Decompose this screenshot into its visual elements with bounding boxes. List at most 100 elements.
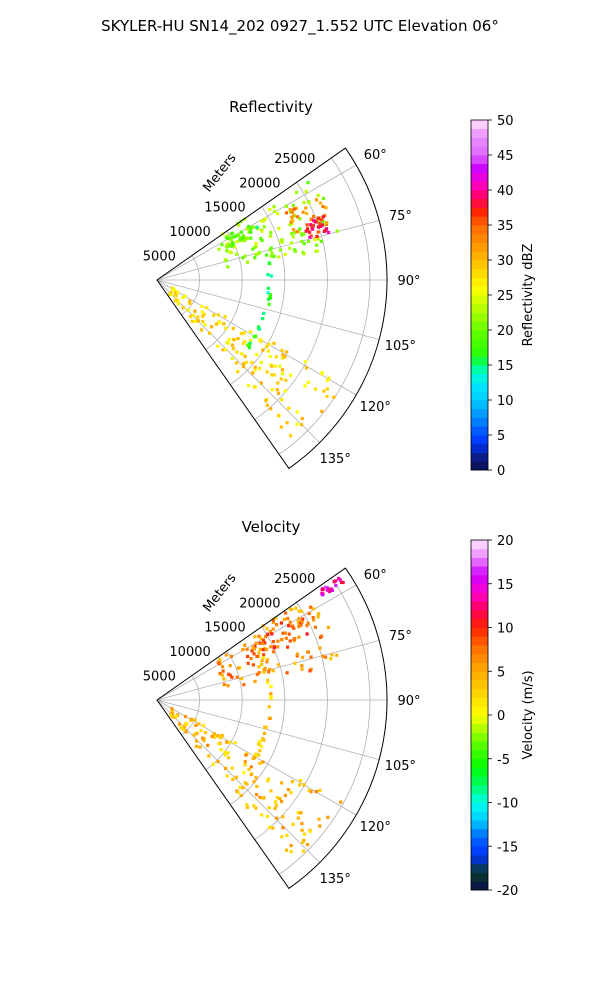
echo-cell xyxy=(217,742,221,746)
echo-cell xyxy=(238,785,242,789)
echo-cell xyxy=(290,607,294,611)
echo-cell xyxy=(300,232,304,236)
colorbar-bin xyxy=(471,242,488,252)
echo-cell xyxy=(173,293,177,297)
echo-cell xyxy=(226,341,230,345)
echo-cell xyxy=(299,623,303,627)
echo-cell xyxy=(306,380,310,384)
echo-cell xyxy=(224,766,228,770)
colorbar-bin xyxy=(471,618,488,628)
echo-cell xyxy=(326,586,330,590)
echo-cell xyxy=(289,791,293,795)
echo-cell xyxy=(265,681,270,685)
echo-cell xyxy=(259,237,263,241)
echo-cell xyxy=(311,223,315,228)
echo-cell xyxy=(216,760,220,764)
echo-cell xyxy=(297,230,301,234)
colorbar-tick-label: 0 xyxy=(497,464,505,479)
echo-cell xyxy=(202,312,206,316)
echo-cell xyxy=(278,248,283,252)
echo-cell xyxy=(312,618,316,622)
echo-cell xyxy=(226,242,230,246)
echo-cell xyxy=(253,635,257,639)
echo-cell xyxy=(281,356,285,360)
echo-cell xyxy=(260,813,264,817)
echo-cell xyxy=(250,649,254,653)
radial-tick-label: 25000 xyxy=(274,572,315,587)
echo-cell xyxy=(266,632,270,636)
echo-cell xyxy=(294,606,298,610)
echo-cell xyxy=(246,344,250,348)
azimuth-tick-label: 135° xyxy=(320,452,351,467)
colorbar-bin xyxy=(471,172,488,182)
echo-cell xyxy=(269,246,273,250)
colorbar-bin xyxy=(471,872,488,882)
azimuth-tick-label: 90° xyxy=(397,274,420,289)
echo-cell xyxy=(262,219,266,223)
echo-cell xyxy=(321,215,325,219)
echo-cell xyxy=(241,239,245,243)
echo-cell xyxy=(242,683,246,687)
echo-cell xyxy=(281,353,285,357)
echo-cell xyxy=(322,389,326,393)
echo-cell xyxy=(259,339,263,344)
velocity-colorbar: -20 -15 -10 -5 0 5 10 15 20 Velocity (m/s) xyxy=(470,534,536,899)
echo-cell xyxy=(218,321,222,325)
echo-cell xyxy=(254,776,258,780)
echo-cell xyxy=(261,641,265,646)
colorbar-bin xyxy=(471,137,488,147)
echo-cell xyxy=(272,209,277,214)
echo-cell xyxy=(280,638,284,642)
echo-cell xyxy=(249,656,253,661)
echo-cell xyxy=(240,677,244,681)
echo-cell xyxy=(223,753,227,757)
echo-cell xyxy=(273,800,278,804)
echo-cell xyxy=(255,225,259,229)
echo-cell xyxy=(272,341,276,345)
colorbar-bin xyxy=(471,601,488,611)
echo-cell xyxy=(260,659,264,663)
echo-cell xyxy=(279,425,283,429)
echo-cell xyxy=(250,360,254,365)
echo-cell xyxy=(314,790,318,794)
echo-region xyxy=(246,225,273,350)
echo-cell xyxy=(200,310,204,314)
echo-cell xyxy=(328,588,332,592)
echo-cell xyxy=(226,751,230,755)
radial-tick-label: 5000 xyxy=(143,670,176,685)
echo-cell xyxy=(277,414,281,418)
echo-cell xyxy=(285,350,289,354)
echo-cell xyxy=(339,800,343,804)
echo-cell xyxy=(169,293,173,297)
colorbar-bin xyxy=(471,758,488,768)
echo-cell xyxy=(249,226,253,230)
echo-cell xyxy=(233,741,237,745)
echo-cell xyxy=(295,652,299,656)
echo-cell xyxy=(288,223,292,227)
echo-cell xyxy=(271,627,275,631)
echo-cell xyxy=(261,639,265,643)
echo-cell xyxy=(273,806,277,811)
echo-cell xyxy=(277,255,281,259)
echo-cell xyxy=(302,242,306,246)
echo-cell xyxy=(221,665,225,669)
echo-cell xyxy=(311,227,315,231)
echo-cell xyxy=(321,654,325,658)
echo-cell xyxy=(183,714,188,719)
colorbar-bin xyxy=(471,233,488,243)
echo-cell xyxy=(259,381,263,385)
radial-axis-label: Meters xyxy=(200,571,239,615)
echo-cell xyxy=(297,783,302,787)
colorbar-bin xyxy=(471,207,488,217)
echo-cell xyxy=(269,645,273,649)
echo-cell xyxy=(272,646,276,650)
echo-cell xyxy=(245,805,250,809)
echo-cell xyxy=(242,331,246,335)
colorbar-bin xyxy=(471,828,488,838)
echo-cell xyxy=(288,639,292,643)
echo-cell xyxy=(263,668,267,672)
colorbar-bin xyxy=(471,128,488,138)
colorbar-bin xyxy=(471,680,488,690)
echo-cell xyxy=(261,737,265,741)
echo-cell xyxy=(324,206,328,210)
